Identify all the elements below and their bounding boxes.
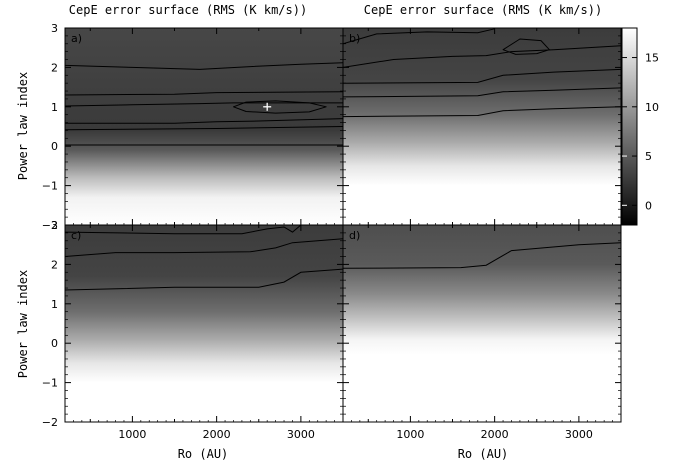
contour-line: [343, 87, 621, 98]
x-axis-label-right: Ro (AU): [458, 447, 509, 461]
x-axis-label-left: Ro (AU): [178, 447, 229, 461]
best-fit-marker: [263, 102, 272, 111]
y-tick-label: 3: [51, 219, 58, 232]
panel-d: 1000 2000 3000 d): [342, 224, 622, 441]
colorbar-gradient: [621, 27, 638, 226]
panel-c: −2 −1 0 1 2 3 1000 2000 3000 c): [42, 219, 344, 441]
colorbar-tick-label: 15: [645, 52, 659, 65]
y-tick-label: 1: [51, 101, 58, 114]
y-tick-label: −1: [42, 180, 58, 193]
y-axis-label-top: Power law index: [16, 72, 30, 180]
colorbar-tick-label: 5: [645, 150, 652, 163]
contour-line: [343, 28, 495, 45]
x-tick-label: 3000: [565, 428, 593, 441]
y-tick-label: 2: [51, 258, 58, 271]
colorbar: 0 5 10 15: [621, 27, 659, 226]
panel-tag: d): [349, 229, 360, 242]
contour-line: [65, 268, 343, 291]
contour-line: [65, 91, 343, 96]
colorbar-tick-label: 0: [645, 199, 652, 212]
chart-title-right: CepE error surface (RMS (K km/s)): [364, 3, 602, 17]
contour-line: [343, 45, 621, 68]
contour-line: [343, 242, 621, 269]
panel-tag: a): [71, 32, 82, 45]
contour-line: [65, 118, 343, 124]
contour-line: [65, 102, 343, 107]
y-tick-label: 0: [51, 140, 58, 153]
panel-frame: [342, 224, 622, 423]
chart-title-left: CepE error surface (RMS (K km/s)): [69, 3, 307, 17]
contour-line: [65, 225, 302, 235]
heatmap-surface: [65, 225, 343, 422]
contour-line: [65, 62, 343, 70]
ticks: [343, 224, 622, 423]
contour-closed: [233, 100, 327, 114]
contour-line: [65, 238, 343, 257]
panel-a: −2 −1 0 1 2 3 a): [42, 22, 344, 232]
panel-tag: c): [71, 229, 81, 242]
y-tick-label: −1: [42, 377, 58, 390]
x-tick-label: 1000: [396, 428, 424, 441]
contour-line: [343, 106, 621, 118]
contour-line: [65, 126, 343, 131]
colorbar-tick-label: 10: [645, 101, 659, 114]
contour-line: [343, 68, 621, 84]
x-tick-label: 2000: [203, 428, 231, 441]
panel-b: b): [342, 27, 622, 226]
y-tick-label: 3: [51, 22, 58, 35]
y-tick-label: 0: [51, 337, 58, 350]
panel-tag: b): [349, 32, 360, 45]
y-tick-label: 1: [51, 298, 58, 311]
panels-group: −2 −1 0 1 2 3 a) b) −2 −1 0 1 2 3 1000 2000 3000 c) 1000 20…: [42, 22, 622, 441]
heatmap-surface: [65, 28, 343, 225]
heatmap-surface: [343, 28, 621, 225]
contour-closed: [502, 38, 550, 55]
y-tick-label: −2: [42, 219, 58, 232]
x-tick-label: 2000: [481, 428, 509, 441]
x-tick-label: 3000: [287, 428, 315, 441]
x-tick-label: 1000: [118, 428, 146, 441]
y-axis-label-bottom: Power law index: [16, 270, 30, 378]
heatmap-surface: [343, 225, 621, 422]
y-tick-label: 2: [51, 61, 58, 74]
y-tick-label: −2: [42, 416, 58, 429]
